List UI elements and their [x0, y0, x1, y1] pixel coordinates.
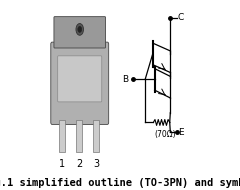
Text: C: C — [178, 13, 184, 22]
Text: B: B — [122, 75, 128, 84]
Text: (70Ω): (70Ω) — [155, 130, 176, 139]
Text: 1: 1 — [59, 159, 65, 169]
Bar — [59, 120, 65, 152]
Text: 3: 3 — [93, 159, 99, 169]
Bar — [76, 120, 82, 152]
FancyBboxPatch shape — [51, 42, 109, 124]
FancyBboxPatch shape — [58, 56, 102, 102]
Circle shape — [78, 26, 82, 32]
Text: Fig.1 simplified outline (TO-3PN) and symbol: Fig.1 simplified outline (TO-3PN) and sy… — [0, 178, 240, 188]
FancyBboxPatch shape — [54, 17, 106, 48]
Bar — [93, 120, 99, 152]
Text: E: E — [179, 128, 184, 137]
Text: 2: 2 — [76, 159, 82, 169]
Circle shape — [76, 24, 84, 35]
